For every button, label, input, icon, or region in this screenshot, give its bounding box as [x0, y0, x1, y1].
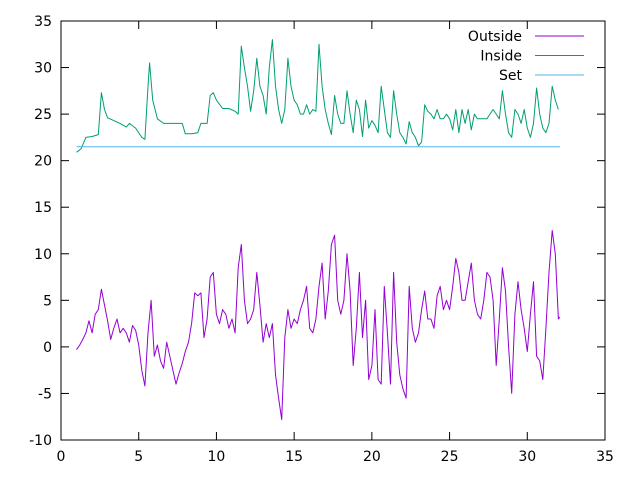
x-tick-label: 20 — [363, 449, 381, 465]
series-layer — [76, 39, 561, 420]
y-tick-label: 15 — [34, 200, 52, 216]
y-tick-label: 35 — [34, 14, 52, 30]
x-tick-label: 25 — [441, 449, 459, 465]
x-tick-label: 0 — [57, 449, 66, 465]
y-tick-label: 20 — [34, 154, 52, 170]
x-tick-label: 30 — [518, 449, 536, 465]
plot-frame — [60, 20, 606, 441]
y-tick-label: 0 — [43, 340, 52, 356]
y-tick-label: 5 — [43, 293, 52, 309]
y-tick-label: -10 — [29, 433, 52, 449]
series-line-outside — [76, 230, 561, 420]
axis-ticks: 0 5 10 15 20 25 30 35 -10 -5 0 5 10 15 20 25 30 35 — [29, 14, 614, 465]
x-tick-label: 10 — [208, 449, 226, 465]
y-tick-label: 25 — [34, 107, 52, 123]
y-tick-label: 10 — [34, 247, 52, 263]
y-tick-label: 30 — [34, 61, 52, 77]
series-line-inside — [76, 39, 559, 153]
x-tick-label: 5 — [134, 449, 143, 465]
legend-label-set: Set — [499, 68, 523, 84]
legend-label-inside: Inside — [480, 49, 522, 65]
y-tick-label: -5 — [38, 386, 52, 402]
x-tick-label: 15 — [285, 449, 303, 465]
legend: Outside Inside Set — [468, 29, 584, 84]
x-tick-label: 35 — [596, 449, 614, 465]
legend-label-outside: Outside — [468, 29, 522, 45]
